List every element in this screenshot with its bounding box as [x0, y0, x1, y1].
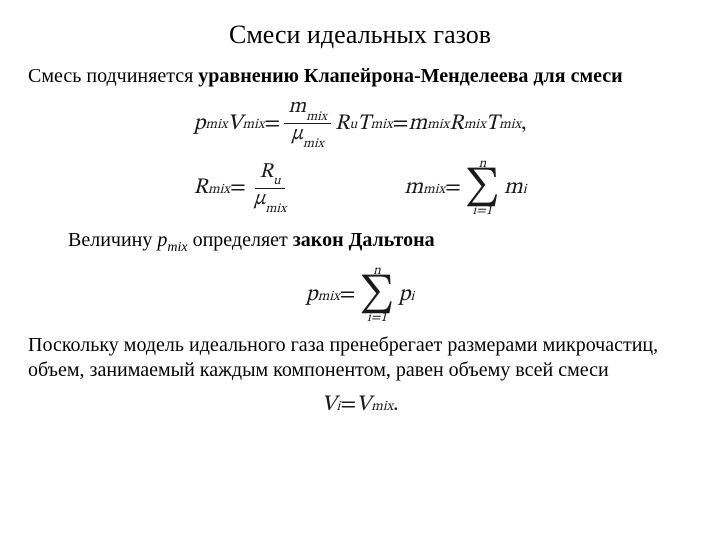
- sym-V: V: [321, 391, 336, 419]
- sub-i: i: [523, 183, 527, 199]
- sigma-icon: ∑: [465, 171, 500, 205]
- period: .: [393, 391, 398, 419]
- sym-mu: μ: [254, 188, 266, 209]
- sub-mix: mix: [242, 118, 264, 134]
- intro-text: Смесь подчиняется: [28, 65, 198, 87]
- intro-bold: уравнению Клапейрона-Менделеева для смес…: [198, 65, 622, 87]
- sub-mix: mix: [423, 183, 445, 199]
- equals: =: [264, 110, 280, 138]
- sym-m: m: [504, 174, 523, 202]
- equation-clapeyron: pmix Vmix = mmix μmix Ru Tmix = mmix Rmi…: [28, 97, 692, 150]
- inline-var: pmix: [157, 229, 187, 251]
- sym-R: R: [193, 174, 208, 202]
- equals: =: [445, 174, 461, 202]
- sub-mix: mix: [208, 183, 230, 199]
- sym-m: m: [288, 96, 306, 117]
- fraction: mmix μmix: [284, 97, 331, 150]
- dalton-bold: закон Дальтона: [293, 229, 435, 251]
- equation-dalton: pmix = n ∑ i=1 pi: [28, 265, 692, 325]
- dalton-mid: определяет: [188, 229, 293, 251]
- sub-u: u: [349, 118, 357, 134]
- sum-lower: i=1: [367, 312, 387, 325]
- equals: =: [393, 110, 409, 138]
- sub-mix: mix: [371, 118, 393, 134]
- sub-i: i: [410, 290, 414, 306]
- equals: =: [340, 391, 356, 419]
- summation: n ∑ i=1: [359, 265, 394, 325]
- sym-R: R: [335, 110, 350, 138]
- equation-row-rmix-mmix: Rmix = Ru μmix mmix = n ∑ i=1 mi: [28, 158, 692, 218]
- sub-mix: mix: [427, 118, 449, 134]
- sym-m: m: [408, 110, 427, 138]
- equation-rmix: Rmix = Ru μmix: [193, 162, 294, 215]
- sigma-icon: ∑: [359, 278, 394, 312]
- intro-paragraph: Смесь подчиняется уравнению Клапейрона-М…: [28, 64, 692, 89]
- sym-R: R: [449, 110, 464, 138]
- equation-volume: Vi = Vmix.: [28, 391, 692, 419]
- fraction: Ru μmix: [250, 162, 290, 215]
- sym-T: T: [357, 110, 370, 138]
- equation-mmix: mmix = n ∑ i=1 mi: [404, 158, 526, 218]
- sub-mix: mix: [306, 111, 327, 124]
- sub-mix: mix: [464, 118, 486, 134]
- sub-mix: mix: [499, 118, 521, 134]
- slide: Смеси идеальных газов Смесь подчиняется …: [0, 0, 720, 540]
- slide-title: Смеси идеальных газов: [28, 20, 692, 50]
- equals: =: [340, 281, 356, 309]
- sym-T: T: [486, 110, 499, 138]
- sym-p: p: [306, 281, 318, 309]
- sym-mu: μ: [291, 123, 303, 144]
- sym-p: p: [194, 110, 206, 138]
- sub-mix: mix: [303, 138, 324, 151]
- sym-R: R: [259, 161, 273, 182]
- summation: n ∑ i=1: [465, 158, 500, 218]
- sum-lower: i=1: [473, 205, 493, 218]
- sym-p: p: [398, 281, 410, 309]
- equals: =: [230, 174, 246, 202]
- sub-u: u: [273, 175, 280, 188]
- sym-V: V: [227, 110, 242, 138]
- sym-m: m: [404, 174, 423, 202]
- sym-V: V: [356, 391, 371, 419]
- sub-mix: mix: [265, 203, 286, 216]
- sub-i: i: [336, 400, 340, 416]
- sub-mix: mix: [371, 400, 393, 416]
- sub-mix: mix: [318, 290, 340, 306]
- dalton-paragraph: Величину pmix определяет закон Дальтона: [68, 228, 692, 257]
- sub-mix: mix: [205, 118, 227, 134]
- dalton-pre: Величину: [68, 229, 157, 251]
- comma: ,: [521, 110, 526, 138]
- volume-paragraph: Поскольку модель идеального газа пренебр…: [28, 333, 692, 383]
